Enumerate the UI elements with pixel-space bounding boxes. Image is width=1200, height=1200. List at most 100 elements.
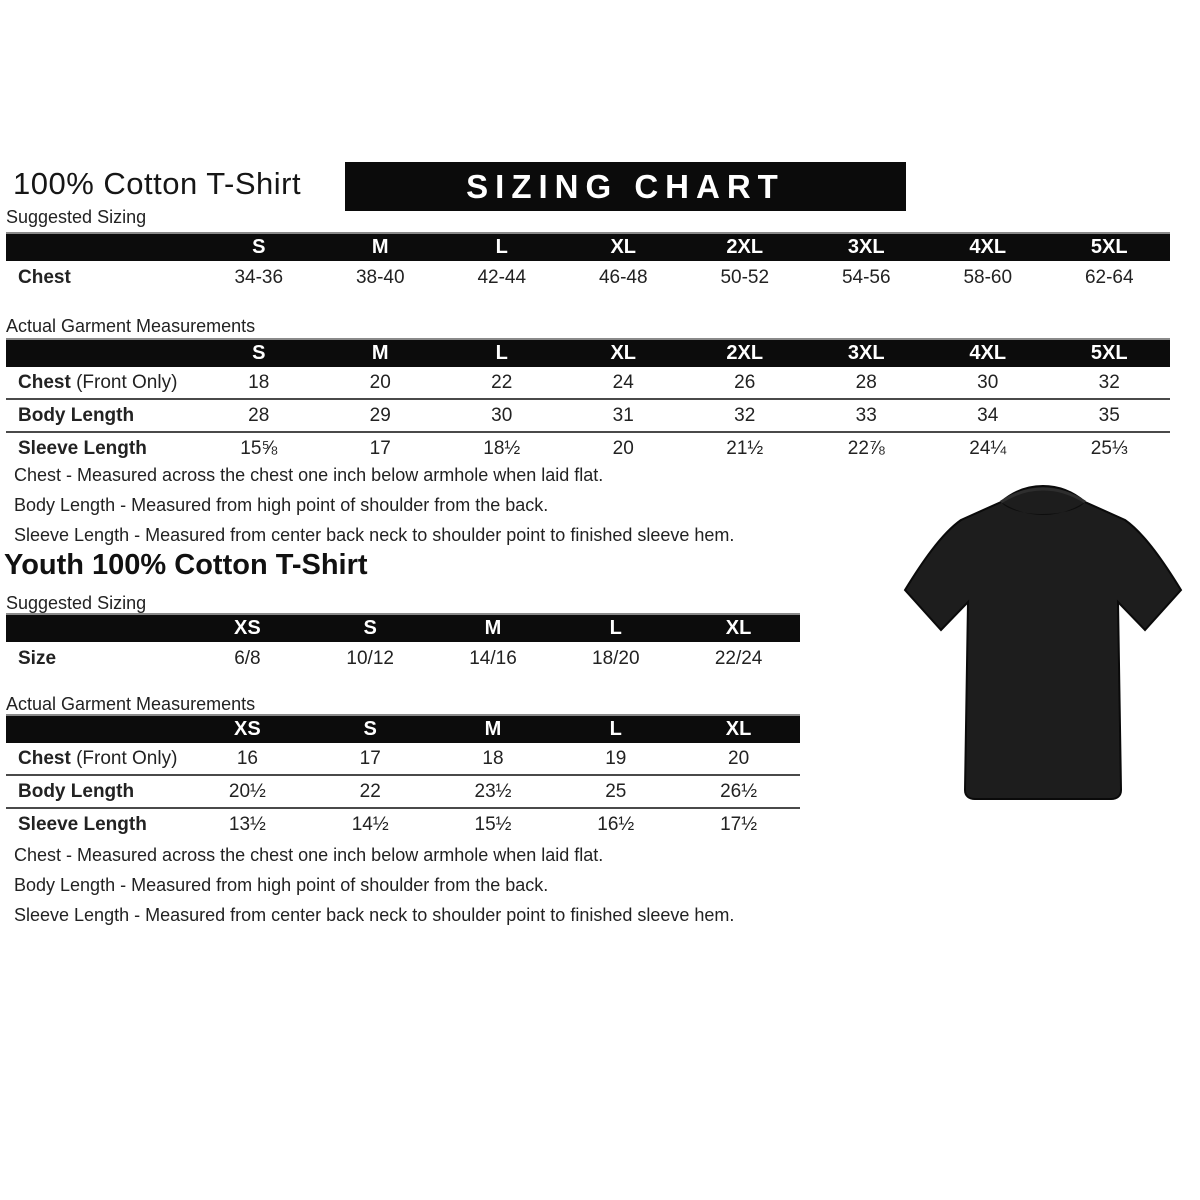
size-column-header: XS [234, 718, 261, 740]
size-column-header: 5XL [1090, 342, 1128, 364]
measurement-cell: 20½ [228, 780, 266, 802]
measurement-cell: 23½ [474, 780, 512, 802]
measurement-cell: 22/24 [714, 647, 763, 669]
measurement-cell: 20 [612, 437, 634, 459]
size-column-header: XL [610, 236, 637, 258]
measurement-cell: 58-60 [963, 266, 1013, 288]
measurement-cell: 10/12 [346, 647, 394, 669]
table-row: Body Length 28 29 30 31 32 33 34 35 [6, 398, 1170, 431]
measurement-cell: 33 [855, 404, 877, 426]
table-header-row: XS S M L XL [6, 613, 800, 642]
measurement-cell: 30 [491, 404, 513, 426]
size-column-header: XL [725, 617, 752, 639]
measurement-cell: 17½ [720, 813, 758, 835]
measurement-cell: 20 [369, 371, 391, 393]
table-row: Sleeve Length 13½ 14½ 15½ 16½ 17½ [6, 807, 800, 840]
size-column-header: M [484, 617, 502, 639]
size-column-header: 5XL [1090, 236, 1128, 258]
measurement-cell: 25⅓ [1090, 437, 1128, 459]
youth-suggested-sizing-table: XS S M L XL Size 6/8 10/12 14/16 18/20 22/24 [6, 613, 800, 675]
size-column-header: 2XL [726, 236, 764, 258]
measurement-cell: 16 [236, 747, 258, 769]
measurement-cell: 62-64 [1084, 266, 1134, 288]
row-label: Chest (Front Only) [18, 371, 178, 393]
size-column-header: L [495, 236, 508, 258]
measurement-cell: 18½ [483, 437, 521, 459]
row-label: Body Length [18, 404, 135, 426]
measurement-cell: 26 [734, 371, 756, 393]
measurement-cell: 24 [612, 371, 634, 393]
measurement-cell: 15⅝ [240, 437, 278, 459]
adult-suggested-sizing-table: S M L XL 2XL 3XL 4XL 5XL Chest 34-36 38-40 42-44 46-… [6, 232, 1170, 294]
measurement-cell: 17 [369, 437, 391, 459]
measurement-cell: 31 [612, 404, 634, 426]
measurement-cell: 18/20 [592, 647, 640, 669]
measurement-cell: 18 [482, 747, 504, 769]
youth-actual-measurements-label: Actual Garment Measurements [6, 694, 256, 714]
table-header-row: S M L XL 2XL 3XL 4XL 5XL [6, 232, 1170, 261]
table-row: Size 6/8 10/12 14/16 18/20 22/24 [6, 642, 800, 675]
measurement-cell: 38-40 [355, 266, 405, 288]
measurement-cell: 24¼ [969, 437, 1007, 459]
sizing-chart-banner: SIZING CHART [345, 162, 906, 211]
table-row: Sleeve Length 15⅝ 17 18½ 20 21½ 22⅞ 24¼ 25⅓ [6, 431, 1170, 464]
row-label: Sleeve Length [18, 437, 147, 459]
size-column-header: S [252, 236, 266, 258]
youth-measurement-notes: Chest - Measured across the chest one in… [14, 842, 734, 932]
adult-actual-measurements-label: Actual Garment Measurements [6, 316, 256, 336]
adult-measurement-notes: Chest - Measured across the chest one in… [14, 462, 734, 552]
measurement-note: Body Length - Measured from high point o… [14, 875, 549, 895]
table-row: Chest 34-36 38-40 42-44 46-48 50-52 54-56 58-60… [6, 261, 1170, 294]
measurement-cell: 14/16 [469, 647, 517, 669]
measurement-cell: 20 [728, 747, 750, 769]
adult-suggested-sizing-label: Suggested Sizing [6, 207, 147, 227]
size-column-header: S [363, 617, 377, 639]
measurement-cell: 17 [359, 747, 381, 769]
table-row: Chest (Front Only) 18 20 22 24 26 28 30 32 [6, 367, 1170, 398]
measurement-cell: 21½ [726, 437, 764, 459]
size-column-header: 2XL [726, 342, 764, 364]
measurement-cell: 13½ [228, 813, 266, 835]
measurement-cell: 50-52 [720, 266, 770, 288]
size-column-header: 3XL [847, 236, 885, 258]
measurement-cell: 29 [369, 404, 391, 426]
size-column-header: M [371, 236, 389, 258]
size-column-header: L [609, 718, 622, 740]
size-column-header: S [252, 342, 266, 364]
measurement-cell: 26½ [720, 780, 758, 802]
black-t-shirt-photo [893, 470, 1193, 820]
size-column-header: XL [725, 718, 752, 740]
size-column-header: XL [610, 342, 637, 364]
measurement-cell: 30 [977, 371, 999, 393]
measurement-note: Chest - Measured across the chest one in… [14, 465, 604, 485]
youth-actual-measurements-table: XS S M L XL Chest (Front Only) 16 17 18 19 20 Body … [6, 714, 800, 840]
table-header-row: S M L XL 2XL 3XL 4XL 5XL [6, 338, 1170, 367]
size-column-header: 3XL [847, 342, 885, 364]
row-label: Body Length [18, 780, 135, 802]
measurement-cell: 34-36 [234, 266, 284, 288]
measurement-cell: 6/8 [234, 647, 261, 669]
measurement-cell: 28 [855, 371, 877, 393]
size-column-header: M [371, 342, 389, 364]
row-label: Chest (Front Only) [18, 747, 178, 769]
measurement-cell: 19 [605, 747, 627, 769]
adult-actual-measurements-table: S M L XL 2XL 3XL 4XL 5XL Chest (Front Only) 18 20 2… [6, 338, 1170, 464]
measurement-cell: 34 [977, 404, 999, 426]
measurement-note: Sleeve Length - Measured from center bac… [14, 905, 735, 925]
size-column-header: 4XL [969, 236, 1007, 258]
row-label: Size [18, 647, 57, 669]
measurement-cell: 35 [1098, 404, 1120, 426]
youth-section-title: Youth 100% Cotton T-Shirt [4, 549, 368, 581]
table-header-row: XS S M L XL [6, 714, 800, 743]
measurement-note: Sleeve Length - Measured from center bac… [14, 525, 735, 545]
row-label: Chest [18, 266, 71, 288]
measurement-cell: 42-44 [477, 266, 527, 288]
measurement-cell: 22 [359, 780, 381, 802]
page-title: 100% Cotton T-Shirt [13, 166, 302, 201]
measurement-cell: 32 [1098, 371, 1120, 393]
table-row: Chest (Front Only) 16 17 18 19 20 [6, 743, 800, 774]
measurement-cell: 22⅞ [847, 437, 885, 459]
measurement-note: Body Length - Measured from high point o… [14, 495, 549, 515]
t-shirt-image [903, 484, 1183, 800]
